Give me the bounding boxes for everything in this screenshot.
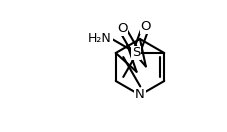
Text: H₂N: H₂N <box>88 32 111 46</box>
Text: S: S <box>131 46 140 60</box>
Text: N: N <box>135 88 144 102</box>
Text: O: O <box>140 20 151 33</box>
Text: O: O <box>116 22 127 35</box>
